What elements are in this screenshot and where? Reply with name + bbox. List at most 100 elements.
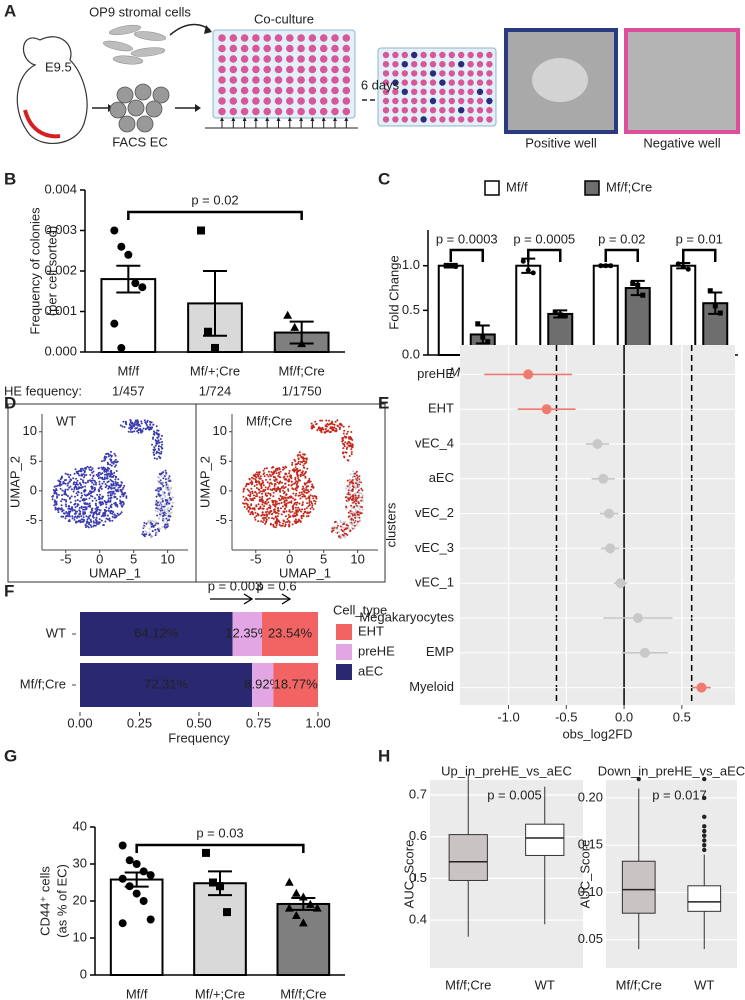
cell-dot [269,494,272,497]
cell-dot [308,498,311,500]
well [458,60,465,68]
cell-dot [345,447,348,450]
well [392,88,399,96]
cell-dot [104,509,106,512]
cell-dot [84,482,87,484]
cell-dot [345,487,348,490]
y-tick-label: 30 [73,855,87,870]
data-point [291,888,301,897]
cell-dot [264,486,267,489]
y-tick-label: 0.002 [44,262,77,277]
row-value: 1/724 [199,383,232,398]
cell-dot [82,516,85,519]
cell-dot [115,464,117,467]
cell-dot [76,505,79,508]
cell-dot [303,508,306,511]
cell-dot [76,472,79,475]
cell-dot [287,501,290,504]
cell-dot [59,487,62,490]
cell-dot [98,518,101,521]
cell-dot [78,513,81,515]
cell-dot [301,495,304,498]
cell-dot [109,512,112,515]
cell-dot [149,519,152,522]
cell-dot [75,486,78,489]
cell-dot [163,475,166,478]
cell-dot [350,523,353,526]
well [411,60,418,68]
cell-dot [350,438,352,441]
stromal-label: OP9 stromal cells [89,4,191,19]
cell-dot [269,492,272,495]
umap-frame [7,403,386,583]
well [342,44,351,53]
cell-dot [355,470,358,473]
cell-dot [358,504,361,507]
cell-dot [65,494,68,496]
cell-dot [141,533,144,536]
cell-dot [297,458,300,461]
cell-dot [354,516,357,519]
well [229,34,238,42]
cell-dot [301,488,304,491]
well [240,107,249,116]
cell-dot [266,488,269,491]
cell-dot [268,512,271,515]
well [411,116,418,123]
cell-dot [152,423,155,426]
cell-dot [285,497,287,500]
cell-dot [336,419,339,422]
cell-dot [67,473,70,476]
cell-dot [125,496,128,499]
well [439,97,446,105]
well [331,97,339,105]
bar [515,264,542,357]
cell-dot [150,426,153,429]
well [429,107,437,114]
cell-dot [155,507,158,510]
cell-dot [110,484,113,487]
cell-dot [114,478,117,481]
cell-dot [84,485,87,488]
cell-dot [288,480,291,482]
cell-dot [153,457,156,460]
cell-dot [273,479,276,482]
cell-dot [61,489,64,492]
arrow-head [281,593,292,605]
cell-dot [292,504,295,507]
cell-dot [305,507,308,509]
well [467,60,474,68]
error-bar [116,264,141,294]
cell-dot [61,510,64,513]
well [486,107,493,114]
well [476,51,484,59]
cell-dot [154,528,157,531]
cell-dot [288,509,291,512]
cell-dot [110,475,113,478]
cell-dot [313,499,315,502]
cell-dot [311,506,314,509]
negative-well-image [624,28,740,134]
data-point [598,263,604,269]
cell-dot [288,515,291,518]
cell-dot [345,493,348,496]
cell-dot [301,514,304,517]
data-point [630,281,636,287]
well [319,34,328,42]
well [229,76,238,84]
well [286,97,294,105]
cell-dot [122,502,125,505]
cell-dot [158,500,161,503]
well [319,107,328,116]
cell-dot [157,455,160,458]
well [448,97,455,105]
cell-dot [76,470,79,473]
well [429,51,437,59]
cell-dot [63,479,66,482]
negative-label: Negative well [643,135,720,150]
cell-dot [257,520,260,523]
cell-dot [64,482,67,485]
cell-dot [160,511,163,514]
cell-dot [247,494,250,497]
cell-dot [308,477,311,480]
